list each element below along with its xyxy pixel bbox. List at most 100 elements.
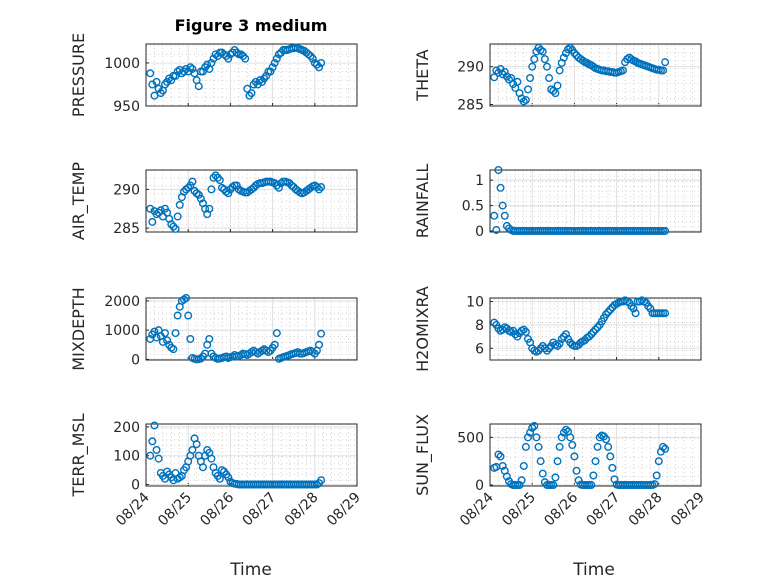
data-point <box>205 204 214 213</box>
y-axis-label: TERR_MSL <box>69 413 89 497</box>
y-tick-label: 1000 <box>104 56 140 72</box>
y-tick-label: 950 <box>113 99 140 115</box>
data-point <box>188 177 197 186</box>
data-point <box>591 457 600 466</box>
axes-frame <box>145 297 358 361</box>
data-point <box>606 305 615 314</box>
data-point <box>188 445 197 454</box>
axes-frame <box>489 43 702 107</box>
x-tick-label: 08/27 <box>240 490 280 530</box>
data-point <box>661 58 670 67</box>
data-point <box>186 334 195 343</box>
x-tick-label: 08/26 <box>541 489 581 529</box>
x-tick-label: 08/26 <box>197 489 237 529</box>
data-point <box>654 457 663 466</box>
data-point <box>555 442 564 451</box>
data-point <box>154 84 163 93</box>
data-point <box>519 325 528 334</box>
data-point <box>606 452 615 461</box>
y-axis-label: RAINFALL <box>413 164 432 239</box>
data-point <box>553 341 562 350</box>
data-point <box>521 95 530 104</box>
data-point <box>502 472 511 481</box>
data-point <box>255 76 264 85</box>
data-point <box>154 454 163 463</box>
data-point <box>211 171 220 180</box>
data-point <box>629 304 638 313</box>
data-point <box>593 323 602 332</box>
data-point <box>224 189 233 198</box>
data-point <box>492 66 501 75</box>
data-point <box>585 332 594 341</box>
data-point <box>530 421 539 430</box>
data-point <box>186 181 195 190</box>
data-point <box>171 224 180 233</box>
plot-area <box>145 423 358 487</box>
y-tick-label: 1 <box>475 173 484 189</box>
data-point <box>542 346 551 355</box>
data-point <box>186 63 195 72</box>
x-tick-label: 08/28 <box>282 490 322 530</box>
data-point <box>538 469 547 478</box>
figure-title: Figure 3 medium <box>175 16 328 35</box>
data-point <box>272 329 281 338</box>
data-point <box>274 183 283 192</box>
y-tick-label: 0 <box>475 224 484 240</box>
data-point <box>152 333 161 342</box>
data-point <box>500 211 509 220</box>
data-point <box>304 50 313 59</box>
data-point <box>270 340 279 349</box>
data-point <box>559 53 568 62</box>
data-point <box>536 457 545 466</box>
x-axis-label-right: Time <box>572 560 615 580</box>
data-point <box>650 480 659 489</box>
data-point <box>243 84 252 93</box>
axes-frame <box>145 423 358 487</box>
data-point <box>570 49 579 58</box>
panel-pressure: 950 1000 PRESSURE <box>69 33 358 117</box>
data-point <box>551 89 560 98</box>
data-point <box>513 77 522 86</box>
data-point <box>572 466 581 475</box>
data-point <box>188 64 197 73</box>
data-point <box>215 176 224 185</box>
data-point <box>247 89 256 98</box>
y-axis-label: SUN_FLUX <box>413 414 433 496</box>
data-point <box>566 43 575 52</box>
data-point <box>553 81 562 90</box>
data-point <box>146 451 155 460</box>
data-point <box>540 55 549 64</box>
data-point <box>521 442 530 451</box>
data-point <box>274 50 283 59</box>
data-point <box>574 476 583 485</box>
data-point <box>241 54 250 63</box>
data-point <box>528 423 537 432</box>
data-point <box>593 442 602 451</box>
data-point <box>494 450 503 459</box>
axes-frame <box>489 297 702 361</box>
data-point <box>498 70 507 79</box>
data-point <box>171 329 180 338</box>
data-point <box>160 204 169 213</box>
data-point <box>207 58 216 67</box>
data-point <box>555 66 564 75</box>
data-point <box>608 463 617 472</box>
data-point <box>232 181 241 190</box>
x-tick-label: 08/24 <box>457 489 497 529</box>
axes-frame <box>145 169 358 233</box>
data-point <box>549 481 558 490</box>
data-point <box>517 476 526 485</box>
data-point <box>557 433 566 442</box>
data-point <box>207 185 216 194</box>
data-point <box>315 63 324 72</box>
y-tick-label: 1000 <box>104 323 140 339</box>
data-point <box>555 339 564 348</box>
data-point <box>618 66 627 75</box>
data-point <box>568 440 577 449</box>
y-tick-label: 2000 <box>104 294 140 310</box>
x-tick-label: 08/25 <box>499 490 539 530</box>
data-point <box>234 185 243 194</box>
data-point <box>236 50 245 59</box>
plot-area <box>489 43 702 107</box>
data-point <box>169 476 178 485</box>
